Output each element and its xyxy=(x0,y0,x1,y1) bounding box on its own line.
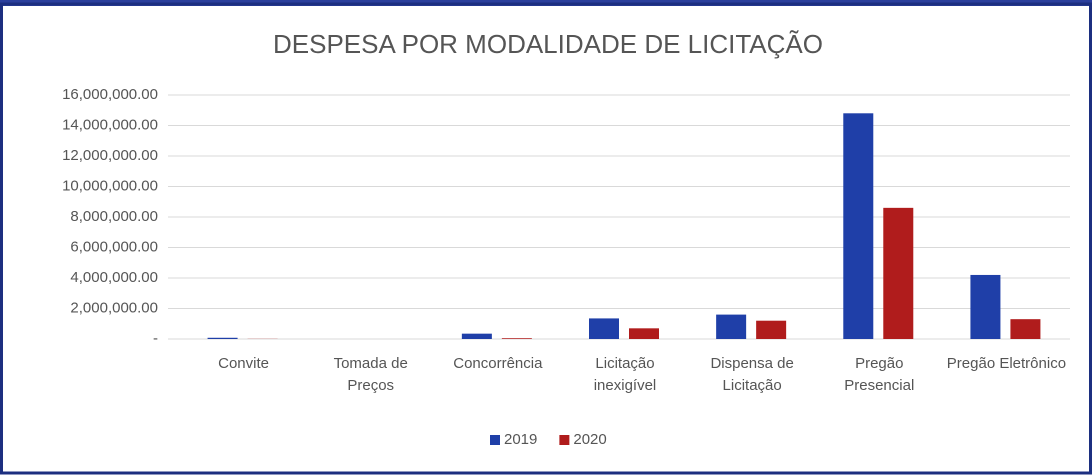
x-tick-label: Pregão Presencial xyxy=(844,355,915,394)
y-tick-label: 14,000,000.00 xyxy=(62,116,158,133)
y-tick-label: 12,000,000.00 xyxy=(62,147,158,164)
y-tick-label: 2,000,000.00 xyxy=(70,299,158,316)
y-tick-label: 6,000,000.00 xyxy=(70,238,158,255)
y-tick-label: 16,000,000.00 xyxy=(62,86,158,103)
x-tick-label: Licitação inexigível xyxy=(593,355,657,394)
bar xyxy=(970,274,1001,339)
bar xyxy=(716,314,747,339)
legend-label: 2020 xyxy=(573,431,606,448)
chart-title: DESPESA POR MODALIDADE DE LICITAÇÃO xyxy=(273,29,823,59)
bar xyxy=(843,113,874,339)
x-tick-label-box: Concorrência xyxy=(453,355,543,372)
x-tick-label-box: Tomada de Preços xyxy=(333,355,408,394)
x-tick-label: Dispensa de Licitação xyxy=(710,355,794,394)
x-tick-label-box: Convite xyxy=(218,355,269,372)
x-tick-label: Convite xyxy=(218,355,269,372)
x-tick-label-box: Pregão Eletrônico xyxy=(946,355,1067,372)
bar xyxy=(883,207,914,339)
y-tick-label: 10,000,000.00 xyxy=(62,177,158,194)
y-tick-label: - xyxy=(153,330,158,347)
bar xyxy=(589,318,619,339)
bar xyxy=(501,338,532,339)
bar xyxy=(461,333,492,339)
y-tick-label: 8,000,000.00 xyxy=(70,208,158,225)
x-tick-label: Tomada de Preços xyxy=(333,355,408,394)
bar xyxy=(756,320,787,339)
x-tick-label: Concorrência xyxy=(453,355,543,372)
x-tick-label: Pregão Eletrônico xyxy=(946,355,1067,372)
legend-swatch xyxy=(490,435,500,445)
x-tick-label-box: Dispensa de Licitação xyxy=(710,355,794,394)
bar xyxy=(207,337,238,339)
bar xyxy=(629,328,659,339)
x-tick-label-box: Pregão Presencial xyxy=(844,355,915,394)
legend-swatch xyxy=(559,435,570,445)
x-tick-label-box: Licitação inexigível xyxy=(593,355,657,394)
bar xyxy=(1010,319,1041,339)
y-tick-label: 4,000,000.00 xyxy=(70,269,158,286)
legend-label: 2019 xyxy=(504,431,537,448)
